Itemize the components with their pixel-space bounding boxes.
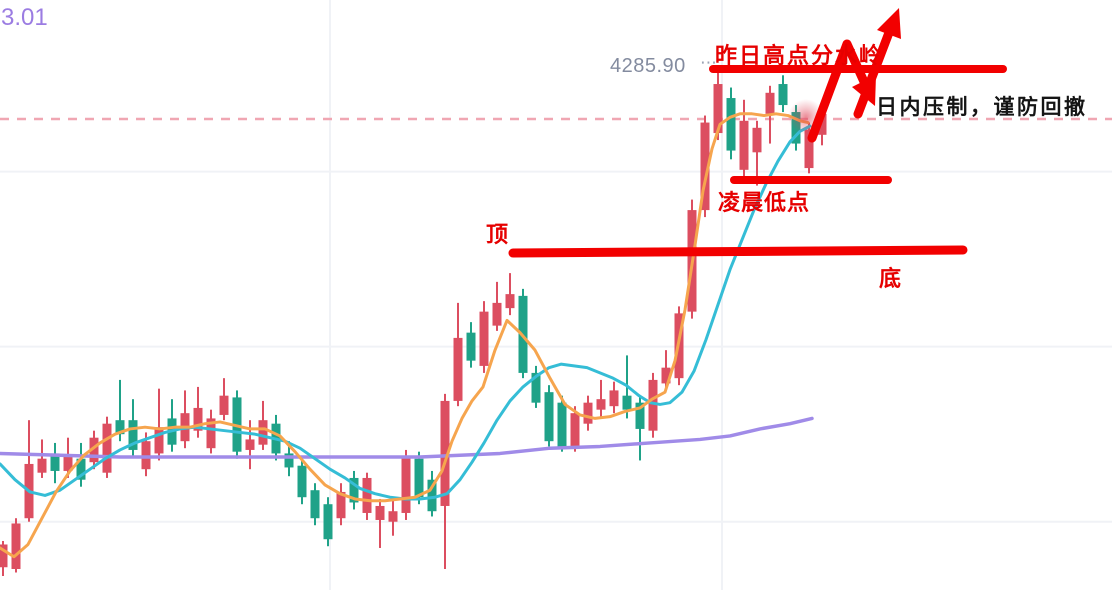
annotation-bottom: 底 — [879, 266, 902, 291]
candle-body — [219, 395, 229, 415]
candle-body — [115, 420, 125, 435]
candle-body — [700, 122, 710, 211]
candle-body — [128, 420, 138, 450]
annotation-dawn-low: 凌晨低点 — [718, 190, 811, 215]
top-bottom-level-line — [508, 245, 968, 258]
candle-body — [778, 84, 788, 106]
candle-body — [284, 453, 294, 468]
candle-body — [297, 465, 307, 498]
candle-body — [63, 456, 73, 471]
candle-body — [427, 479, 437, 512]
high-price-label: 4285.90 — [610, 55, 686, 77]
candle-body — [310, 490, 320, 519]
annotation-intraday-warning: 日内压制，谨防回撤 — [876, 95, 1088, 119]
candle-body — [765, 92, 775, 114]
price-leader-dots-icon: ⋯ — [700, 53, 718, 72]
candle-body — [752, 127, 762, 153]
candle-body — [479, 311, 489, 366]
candle-body — [492, 302, 502, 326]
candle-body — [50, 453, 60, 471]
drawn-annotations-group — [508, 8, 1007, 258]
candle-body — [544, 392, 554, 442]
candle-body — [557, 402, 567, 449]
candle-body — [362, 477, 372, 513]
candle-body — [739, 120, 749, 170]
candle-body — [622, 395, 632, 410]
candle-body — [609, 390, 619, 407]
candle-body — [713, 84, 723, 134]
candle-body — [401, 456, 411, 513]
candle-body — [661, 367, 671, 384]
candle-body — [531, 372, 541, 403]
candle-body — [440, 400, 450, 506]
candle-body — [76, 458, 86, 480]
fast-ma-orange-line — [0, 112, 810, 559]
candle-body — [11, 523, 21, 569]
candle-body — [0, 544, 8, 568]
candle-body — [141, 441, 151, 470]
trend-zigzag-arrow-stroke-2 — [853, 25, 895, 119]
trend-zigzag-arrow-stroke-1 — [807, 39, 875, 143]
candle-body — [375, 505, 385, 520]
candle-body — [453, 337, 463, 401]
candle-body — [648, 379, 658, 431]
candle-body — [414, 458, 424, 498]
candle-body — [466, 332, 476, 361]
candle-body — [570, 413, 580, 449]
annotation-top: 顶 — [486, 222, 509, 247]
candle-body — [388, 511, 398, 522]
slow-ma-purple-line — [0, 416, 814, 459]
candle-body — [726, 98, 736, 151]
candle-body — [505, 294, 515, 309]
mid-ma-cyan-line — [0, 124, 812, 501]
candle-body — [596, 399, 606, 410]
candle-body — [102, 423, 112, 473]
candle-body — [37, 458, 47, 473]
candle-body — [154, 427, 164, 454]
candle-body — [804, 129, 814, 169]
candle-body — [89, 437, 99, 463]
annotation-yesterday-high: 昨日高点分水岭 — [715, 43, 884, 68]
arrowhead-down-icon — [852, 75, 876, 106]
arrowhead-up-icon — [877, 8, 901, 39]
candle-body — [245, 439, 255, 450]
candle-body — [349, 477, 359, 503]
candle-body — [206, 418, 216, 449]
candle-body — [258, 420, 268, 445]
candle-body — [193, 407, 203, 431]
candle-body — [635, 402, 645, 429]
candle-body — [323, 504, 333, 540]
candle-body — [583, 402, 593, 424]
candle-body — [336, 491, 346, 519]
partial-price-label: 3.01 — [1, 4, 48, 31]
